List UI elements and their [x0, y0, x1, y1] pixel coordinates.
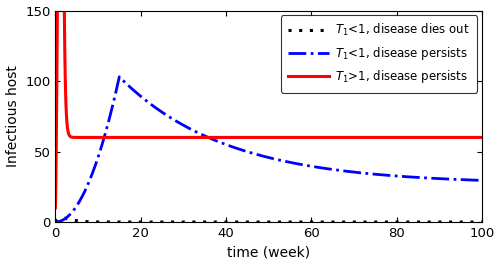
$T_1$<1, disease persists	[52, 220, 59, 224]
$T_1$>1, disease persists	[78, 136, 84, 139]
$T_1$>1, disease persists	[54, 23, 60, 27]
$T_1$>1, disease persists	[136, 136, 142, 139]
Legend: $T_1$<1, disease dies out, $T_1$<1, disease persists, $T_1$>1, disease persists: $T_1$<1, disease dies out, $T_1$<1, dise…	[281, 15, 477, 92]
$T_1$<1, disease persists	[479, 179, 485, 182]
Line: $T_1$<1, disease dies out: $T_1$<1, disease dies out	[56, 218, 482, 222]
$T_1$<1, disease persists	[54, 220, 60, 223]
$T_1$<1, disease persists	[136, 93, 142, 96]
$T_1$<1, disease persists	[78, 197, 84, 201]
$T_1$<1, disease dies out	[54, 218, 60, 221]
$T_1$<1, disease dies out	[78, 220, 84, 223]
X-axis label: time (week): time (week)	[227, 245, 310, 259]
$T_1$>1, disease persists	[70, 136, 76, 139]
$T_1$>1, disease persists	[52, 206, 59, 210]
$T_1$<1, disease dies out	[58, 216, 64, 219]
$T_1$>1, disease persists	[456, 136, 462, 139]
Y-axis label: Infectious host: Infectious host	[6, 65, 20, 167]
Line: $T_1$>1, disease persists: $T_1$>1, disease persists	[56, 0, 482, 208]
$T_1$<1, disease persists	[116, 75, 122, 78]
$T_1$<1, disease dies out	[52, 220, 59, 224]
$T_1$<1, disease persists	[261, 155, 267, 158]
$T_1$>1, disease persists	[479, 136, 485, 139]
$T_1$<1, disease dies out	[479, 220, 485, 224]
$T_1$<1, disease persists	[456, 178, 462, 181]
Line: $T_1$<1, disease persists: $T_1$<1, disease persists	[56, 77, 482, 222]
$T_1$<1, disease persists	[70, 209, 76, 213]
$T_1$>1, disease persists	[261, 136, 267, 139]
$T_1$<1, disease dies out	[261, 220, 267, 224]
$T_1$<1, disease dies out	[70, 218, 76, 222]
$T_1$<1, disease dies out	[136, 220, 142, 224]
$T_1$<1, disease dies out	[456, 220, 462, 224]
